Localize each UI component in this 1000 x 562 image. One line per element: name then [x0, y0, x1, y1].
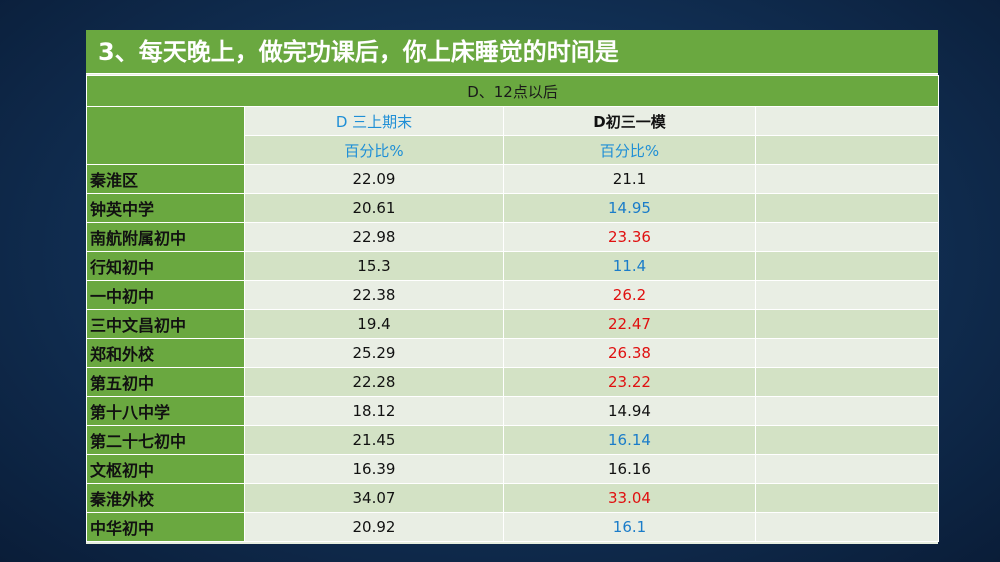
row-label: 郑和外校: [86, 338, 245, 368]
row-label: 文枢初中: [86, 454, 245, 484]
empty-cell: [754, 483, 940, 513]
slide: 3、每天晚上，做完功课后，你上床睡觉的时间是 D、12点以后 D 三上期末 D初…: [85, 30, 940, 544]
value-mock-exam: 11.4: [503, 251, 756, 281]
empty-cell: [754, 164, 940, 194]
value-mock-exam: 14.94: [503, 396, 756, 426]
value-mock-exam: 16.14: [503, 425, 756, 455]
table-row: 一中初中 22.38 26.2: [86, 280, 940, 310]
table-row: 第五初中 22.28 23.22: [86, 367, 940, 397]
value-mock-exam: 26.2: [503, 280, 756, 310]
value-term-final: 15.3: [244, 251, 504, 281]
value-term-final: 18.12: [244, 396, 504, 426]
slide-title: 3、每天晚上，做完功课后，你上床睡觉的时间是: [86, 30, 938, 74]
table-row: 行知初中 15.3 11.4: [86, 251, 940, 281]
row-label: 第二十七初中: [86, 425, 245, 455]
column-header-row: D 三上期末 D初三一模: [86, 106, 940, 165]
row-label: 中华初中: [86, 512, 245, 542]
value-term-final: 25.29: [244, 338, 504, 368]
value-term-final: 22.09: [244, 164, 504, 194]
table-row: 秦淮外校 34.07 33.04: [86, 483, 940, 513]
value-term-final: 19.4: [244, 309, 504, 339]
column-header-empty: [754, 106, 940, 136]
table-row: 中华初中 20.92 16.1: [86, 512, 940, 542]
empty-cell: [754, 309, 940, 339]
row-label: 三中文昌初中: [86, 309, 245, 339]
empty-cell: [754, 338, 940, 368]
table-row: 郑和外校 25.29 26.38: [86, 338, 940, 368]
row-label: 钟英中学: [86, 193, 245, 223]
empty-cell: [754, 251, 940, 281]
value-mock-exam: 23.36: [503, 222, 756, 252]
row-label: 第五初中: [86, 367, 245, 397]
value-mock-exam: 21.1: [503, 164, 756, 194]
empty-cell: [754, 193, 940, 223]
table-row: 南航附属初中 22.98 23.36: [86, 222, 940, 252]
value-term-final: 21.45: [244, 425, 504, 455]
value-term-final: 22.98: [244, 222, 504, 252]
value-mock-exam: 16.16: [503, 454, 756, 484]
value-mock-exam: 33.04: [503, 483, 756, 513]
row-label: 一中初中: [86, 280, 245, 310]
empty-cell: [754, 280, 940, 310]
value-term-final: 22.38: [244, 280, 504, 310]
unit-row: 百分比% 百分比%: [87, 135, 940, 165]
column-header-1: D 三上期末: [244, 106, 504, 136]
empty-cell: [754, 454, 940, 484]
value-term-final: 20.92: [244, 512, 504, 542]
column-header-2: D初三一模: [503, 106, 756, 136]
table-row: 第二十七初中 21.45 16.14: [86, 425, 940, 455]
table-row: 第十八中学 18.12 14.94: [86, 396, 940, 426]
unit-label-1: 百分比%: [244, 135, 504, 165]
option-header-row: D、12点以后: [85, 75, 940, 107]
row-label: 秦淮外校: [86, 483, 245, 513]
empty-cell: [754, 512, 940, 542]
data-table: D、12点以后 D 三上期末 D初三一模 百分比% 百分比% 秦淮区 22.09 2…: [85, 75, 940, 542]
row-label: 秦淮区: [86, 164, 245, 194]
row-label: 行知初中: [86, 251, 245, 281]
row-label: 南航附属初中: [86, 222, 245, 252]
table-row: 钟英中学 20.61 14.95: [86, 193, 940, 223]
value-term-final: 20.61: [244, 193, 504, 223]
value-mock-exam: 26.38: [503, 338, 756, 368]
value-mock-exam: 22.47: [503, 309, 756, 339]
table-row: 三中文昌初中 19.4 22.47: [86, 309, 940, 339]
empty-cell: [754, 222, 940, 252]
empty-cell: [754, 425, 940, 455]
value-mock-exam: 14.95: [503, 193, 756, 223]
table-row: 秦淮区 22.09 21.1: [86, 164, 940, 194]
unit-label-2: 百分比%: [503, 135, 756, 165]
empty-cell: [754, 367, 940, 397]
table-row: 文枢初中 16.39 16.16: [86, 454, 940, 484]
row-label: 第十八中学: [86, 396, 245, 426]
value-mock-exam: 23.22: [503, 367, 756, 397]
empty-cell: [754, 396, 940, 426]
option-header: D、12点以后: [85, 75, 940, 107]
value-term-final: 34.07: [244, 483, 504, 513]
value-term-final: 16.39: [244, 454, 504, 484]
value-mock-exam: 16.1: [503, 512, 756, 542]
value-term-final: 22.28: [244, 367, 504, 397]
header-corner: [86, 106, 245, 165]
unit-empty: [754, 135, 940, 165]
